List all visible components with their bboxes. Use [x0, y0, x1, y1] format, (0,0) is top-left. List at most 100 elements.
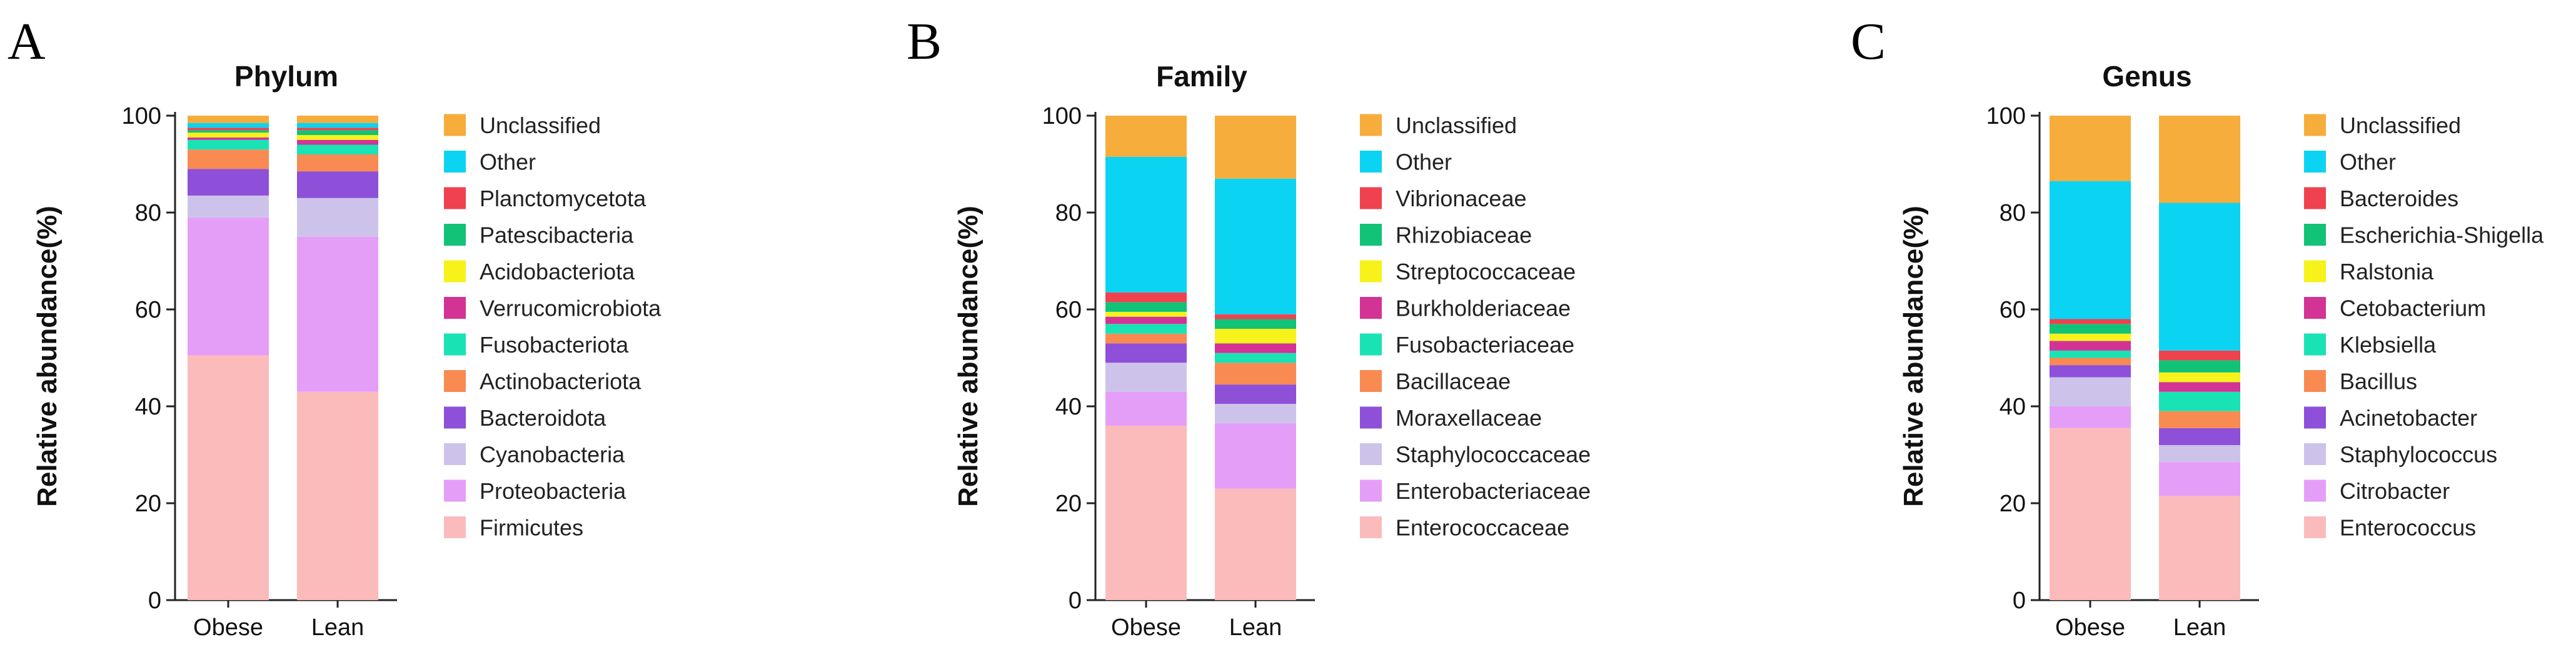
- chart-title: Genus: [2102, 60, 2191, 93]
- legend-label-staphylococcaceae: Staphylococcaceae: [1396, 442, 1591, 468]
- bar-segment-moraxellaceae: [1215, 384, 1296, 404]
- y-axis: 0 20 40 60 80 100 Obese Lean: [122, 103, 397, 641]
- chart-title: Phylum: [234, 60, 338, 93]
- panel-genus: C Genus Relative abundance(%) 0 20 40 60 80 1…: [1851, 13, 2544, 641]
- bar-segment-bacteroides: [2159, 350, 2240, 361]
- legend-swatch-burkholderiaceae: [1360, 297, 1382, 319]
- bar-segment-proteobacteria: [188, 217, 269, 356]
- y-tick-label: 40: [135, 394, 161, 420]
- legend-label-bacteroides: Bacteroides: [2340, 186, 2458, 211]
- bar-segment-fusobacteriota: [188, 139, 269, 150]
- y-tick-label: 0: [2013, 588, 2026, 614]
- y-tick-label: 20: [135, 491, 161, 517]
- bar-segment-bacteroidota: [188, 169, 269, 196]
- bar-segment-ralstonia: [2159, 372, 2240, 383]
- bar-segment-patescibacteria: [297, 130, 378, 135]
- panel-letter: B: [907, 13, 942, 71]
- legend-swatch-unclassified: [2304, 114, 2326, 136]
- legend-label-bacillus: Bacillus: [2340, 369, 2417, 394]
- legend-swatch-fusobacteriota: [444, 333, 466, 356]
- legend-swatch-other: [2304, 151, 2326, 173]
- bar-segment-enterococcaceae: [1105, 426, 1187, 600]
- y-axis: 0 20 40 60 80 100 Obese Lean: [1042, 103, 1315, 641]
- y-axis-label: Relative abundance(%): [953, 206, 984, 507]
- bar-segment-staphylococcaceae: [1105, 363, 1187, 392]
- bar-segment-moraxellaceae: [1105, 343, 1187, 363]
- x-tick-label: Obese: [2055, 614, 2125, 641]
- y-axis-label: Relative abundance(%): [1898, 206, 1929, 507]
- bar-segment-verrucomicrobiota: [297, 139, 378, 145]
- x-tick-label: Lean: [2173, 614, 2226, 641]
- legend: Unclassified Other Bacteroides Escherichia-…: [2304, 113, 2544, 541]
- bar-segment-bacteroides: [2050, 319, 2131, 324]
- bar-segment-klebsiella: [2159, 391, 2240, 411]
- bar-segment-vibrionaceae: [1215, 314, 1296, 319]
- bar-segment-other: [2159, 203, 2240, 351]
- bar-segment-other: [1215, 178, 1296, 314]
- bar-segment-planctomycetota: [297, 128, 378, 131]
- bar-segment-enterococcus: [2159, 496, 2240, 600]
- x-tick-label: Obese: [1111, 614, 1181, 641]
- bar-segment-acinetobacter: [2159, 428, 2240, 445]
- panel-phylum: A Phylum Relative abundance(%) 0 20 40 60 80…: [8, 13, 662, 641]
- legend-label-bacillaceae: Bacillaceae: [1396, 369, 1511, 394]
- bar-segment-rhizobiaceae: [1215, 319, 1296, 329]
- legend-label-proteobacteria: Proteobacteria: [480, 478, 626, 504]
- legend-swatch-other: [444, 151, 466, 173]
- stacked-bars: [1105, 116, 1296, 600]
- legend-label-rhizobiaceae: Rhizobiaceae: [1396, 223, 1532, 248]
- bar-segment-streptococcaceae: [1215, 329, 1296, 344]
- legend-swatch-enterococcaceae: [1360, 516, 1382, 538]
- legend-swatch-actinobacteriota: [444, 370, 466, 392]
- legend-swatch-moraxellaceae: [1360, 406, 1382, 429]
- bar-segment-firmicutes: [297, 391, 378, 600]
- legend-swatch-acinetobacter: [2304, 406, 2326, 429]
- bar-segment-unclassified: [188, 116, 269, 123]
- bar-segment-enterococcus: [2050, 428, 2131, 600]
- legend-swatch-bacillus: [2304, 370, 2326, 392]
- bar-segment-enterococcaceae: [1215, 488, 1296, 600]
- legend-swatch-enterococcus: [2304, 516, 2326, 538]
- x-tick-label: Obese: [193, 614, 263, 641]
- bar-segment-bacillus: [2159, 411, 2240, 428]
- legend-label-other: Other: [2340, 149, 2396, 175]
- legend-label-klebsiella: Klebsiella: [2340, 332, 2437, 358]
- legend-swatch-bacteroidota: [444, 406, 466, 429]
- legend-swatch-proteobacteria: [444, 479, 466, 502]
- legend-label-escherichia-shigella: Escherichia-Shigella: [2340, 223, 2544, 248]
- bar-segment-citrobacter: [2159, 462, 2240, 496]
- y-tick-label: 60: [1055, 297, 1082, 323]
- panel-letter: A: [8, 13, 46, 71]
- legend-swatch-staphylococcus: [2304, 443, 2326, 465]
- legend-label-staphylococcus: Staphylococcus: [2340, 442, 2497, 468]
- bar-segment-unclassified: [2050, 116, 2131, 181]
- bar-segment-enterobacteriaceae: [1215, 423, 1296, 489]
- y-axis-label: Relative abundance(%): [32, 206, 63, 507]
- bar-segment-other: [297, 123, 378, 128]
- legend-swatch-unclassified: [444, 114, 466, 136]
- legend-label-acidobacteriota: Acidobacteriota: [480, 259, 635, 284]
- x-tick-label: Lean: [311, 614, 365, 641]
- legend-label-ralstonia: Ralstonia: [2340, 259, 2434, 284]
- bar-segment-actinobacteriota: [297, 154, 378, 172]
- bar-segment-streptococcaceae: [1105, 311, 1187, 317]
- legend-swatch-patescibacteria: [444, 224, 466, 246]
- chart-title: Family: [1156, 60, 1247, 93]
- bar-segment-enterobacteriaceae: [1105, 391, 1187, 426]
- legend-label-planctomycetota: Planctomycetota: [480, 186, 647, 211]
- bar-segment-planctomycetota: [188, 128, 269, 131]
- legend-swatch-cetobacterium: [2304, 297, 2326, 319]
- bar-segment-patescibacteria: [188, 130, 269, 133]
- legend-swatch-rhizobiaceae: [1360, 224, 1382, 246]
- legend-swatch-escherichia-shigella: [2304, 224, 2326, 246]
- legend-swatch-other: [1360, 151, 1382, 173]
- bar-segment-burkholderiaceae: [1215, 343, 1296, 353]
- legend-label-cetobacterium: Cetobacterium: [2340, 296, 2486, 321]
- bar-segment-unclassified: [1105, 116, 1187, 157]
- legend: Unclassified Other Vibrionaceae Rhizobiacea…: [1360, 113, 1591, 541]
- bar-segment-staphylococcaceae: [1215, 404, 1296, 424]
- legend-label-other: Other: [480, 149, 536, 175]
- legend-label-acinetobacter: Acinetobacter: [2340, 405, 2477, 431]
- bar-segment-bacillaceae: [1215, 363, 1296, 385]
- legend-swatch-unclassified: [1360, 114, 1382, 136]
